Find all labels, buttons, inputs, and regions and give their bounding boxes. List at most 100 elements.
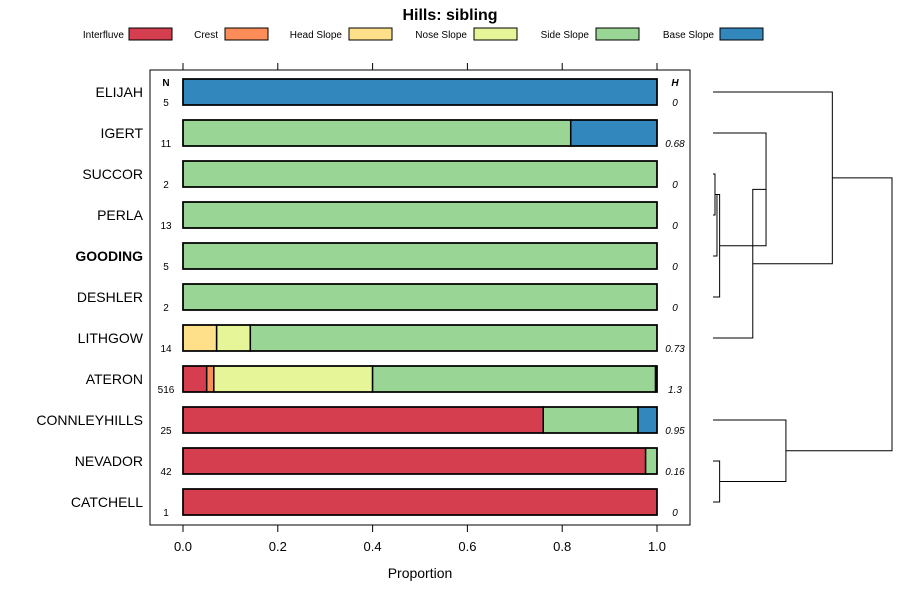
bar-nevador-side-slope: [644, 447, 658, 475]
n-value-deshler: 2: [163, 303, 169, 314]
n-value-igert: 11: [161, 139, 172, 150]
n-value-succor: 2: [163, 180, 169, 191]
legend-swatch-side-slope: [595, 27, 640, 41]
bar-deshler-side-slope: [182, 283, 658, 311]
bar-ateron-side-slope: [371, 365, 657, 393]
plot-frame: [149, 69, 691, 526]
legend-swatch-interfluve: [128, 27, 173, 41]
h-value-catchell: 0: [672, 508, 678, 519]
h-value-lithgow: 0.73: [665, 344, 685, 355]
dendrogram-link-5: [713, 91, 833, 265]
bar-ateron-crest: [205, 365, 215, 393]
row-label-gooding: GOODING: [75, 248, 143, 264]
h-column-header: H: [671, 78, 679, 89]
legend-label-side-slope: Side Slope: [541, 30, 590, 41]
n-value-elijah: 5: [163, 98, 169, 109]
row-label-succor: SUCCOR: [82, 166, 143, 182]
bar-outline-connleyhills: [182, 406, 658, 434]
row-gooding: GOODING 5 0: [75, 242, 678, 273]
legend-swatch-base-slope: [719, 27, 764, 41]
bar-catchell-interfluve: [182, 488, 658, 516]
row-ateron: ATERON 516 1.3: [86, 365, 682, 396]
n-value-catchell: 1: [163, 508, 169, 519]
bar-outline-igert: [182, 119, 658, 147]
bar-outline-nevador: [182, 447, 658, 475]
bar-outline-catchell: [182, 488, 658, 516]
bar-lithgow-nose-slope: [215, 324, 252, 352]
row-label-igert: IGERT: [100, 125, 143, 141]
row-nevador: NEVADOR 42 0.16: [75, 447, 685, 478]
n-value-ateron: 516: [158, 385, 175, 396]
h-value-elijah: 0: [672, 98, 678, 109]
dendrogram-link-7: [713, 419, 787, 482]
n-value-lithgow: 14: [160, 344, 172, 355]
bar-outline-elijah: [182, 78, 658, 106]
dendrogram-link-2: [713, 194, 721, 298]
n-value-gooding: 5: [163, 262, 169, 273]
bar-perla-side-slope: [182, 201, 658, 229]
row-label-elijah: ELIJAH: [96, 84, 143, 100]
h-value-gooding: 0: [672, 262, 678, 273]
x-axis-label: Proportion: [388, 565, 453, 581]
dendrogram-link-8: [785, 177, 893, 452]
bar-outline-gooding: [182, 242, 658, 270]
dendrogram: [713, 91, 893, 503]
bar-gooding-side-slope: [182, 242, 658, 270]
bar-outline-ateron: [182, 365, 658, 393]
row-label-deshler: DESHLER: [77, 289, 143, 305]
n-column-header: N: [162, 78, 169, 89]
row-connleyhills: CONNLEYHILLS 25 0.95: [36, 406, 685, 437]
row-deshler: DESHLER 2 0: [77, 283, 678, 314]
bar-outline-lithgow: [182, 324, 658, 352]
n-value-perla: 13: [160, 221, 172, 232]
x-tick-label-2: 0.4: [364, 539, 382, 554]
bar-nevador-interfluve: [182, 447, 647, 475]
x-tick-label-3: 0.6: [458, 539, 476, 554]
row-label-connleyhills: CONNLEYHILLS: [36, 412, 143, 428]
bar-connleyhills-side-slope: [542, 406, 639, 434]
x-tick-label-4: 0.8: [553, 539, 571, 554]
legend: Interfluve Crest Head Slope Nose Slope Side …: [83, 27, 764, 41]
n-value-connleyhills: 25: [160, 426, 172, 437]
row-lithgow: LITHGOW 14 0.73: [78, 324, 685, 355]
bar-igert-side-slope: [182, 119, 572, 147]
x-axis: 0.0 0.2 0.4 0.6 0.8 1.0: [174, 63, 666, 554]
h-value-igert: 0.68: [665, 139, 685, 150]
h-value-connleyhills: 0.95: [665, 426, 685, 437]
dendrogram-link-6: [713, 460, 721, 503]
bar-ateron-nose-slope: [213, 365, 374, 393]
row-perla: PERLA 13 0: [97, 201, 678, 232]
n-value-nevador: 42: [160, 467, 172, 478]
row-label-catchell: CATCHELL: [71, 494, 143, 510]
legend-label-interfluve: Interfluve: [83, 30, 125, 41]
bar-elijah-base-slope: [182, 78, 658, 106]
row-catchell: CATCHELL 1 0: [71, 488, 678, 519]
legend-swatch-nose-slope: [473, 27, 518, 41]
h-value-nevador: 0.16: [665, 467, 685, 478]
row-succor: SUCCOR 2 0: [82, 160, 678, 191]
row-elijah: ELIJAH 5 0: [96, 78, 678, 109]
h-value-deshler: 0: [672, 303, 678, 314]
row-label-ateron: ATERON: [86, 371, 143, 387]
h-value-succor: 0: [672, 180, 678, 191]
dendrogram-link-0: [713, 173, 716, 216]
bar-connleyhills-interfluve: [182, 406, 544, 434]
h-value-perla: 0: [672, 221, 678, 232]
bar-igert-base-slope: [569, 119, 658, 147]
row-label-perla: PERLA: [97, 207, 144, 223]
row-label-lithgow: LITHGOW: [78, 330, 144, 346]
h-value-ateron: 1.3: [668, 385, 682, 396]
chart-title: Hills: sibling: [402, 7, 497, 24]
legend-label-nose-slope: Nose Slope: [415, 30, 467, 41]
x-tick-label-5: 1.0: [648, 539, 666, 554]
bar-ateron-interfluve: [182, 365, 208, 393]
legend-swatch-head-slope: [348, 27, 393, 41]
legend-label-head-slope: Head Slope: [290, 30, 343, 41]
bar-succor-side-slope: [182, 160, 658, 188]
legend-swatch-crest: [224, 27, 269, 41]
x-tick-label-0: 0.0: [174, 539, 192, 554]
bar-lithgow-head-slope: [182, 324, 218, 352]
bar-outline-succor: [182, 160, 658, 188]
